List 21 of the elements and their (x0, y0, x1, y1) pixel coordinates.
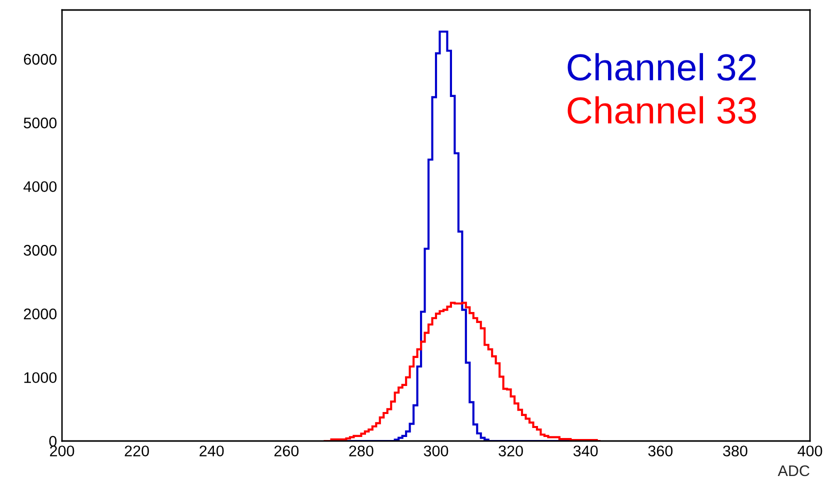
x-tick-label: 280 (349, 446, 374, 456)
x-tick-label: 340 (573, 446, 598, 456)
text: Channel 33 (568, 96, 756, 124)
x-tick-label: 220 (124, 446, 149, 456)
x-tick-label: 380 (723, 446, 748, 456)
x-tick-label: 240 (200, 446, 224, 456)
x-tick-label: 320 (498, 446, 523, 456)
x-tick-label: 200 (50, 446, 74, 456)
y-tick-label: 0 (49, 436, 57, 447)
x-tick-label: 260 (274, 446, 299, 456)
y-tick-label: 3000 (24, 244, 57, 256)
x-tick-label: 400 (798, 446, 822, 456)
x-tick-label: 300 (424, 446, 448, 456)
text: Channel 32 (568, 53, 756, 81)
y-tick-label: 2000 (24, 308, 57, 320)
x-axis-title: ADC (778, 465, 810, 476)
y-tick-label: 4000 (24, 181, 57, 192)
y-tick-label: 6000 (24, 54, 57, 65)
y-tick-label: 5000 (24, 118, 57, 128)
y-tick-label: 1000 (24, 372, 57, 384)
x-tick-label: 360 (648, 446, 673, 456)
